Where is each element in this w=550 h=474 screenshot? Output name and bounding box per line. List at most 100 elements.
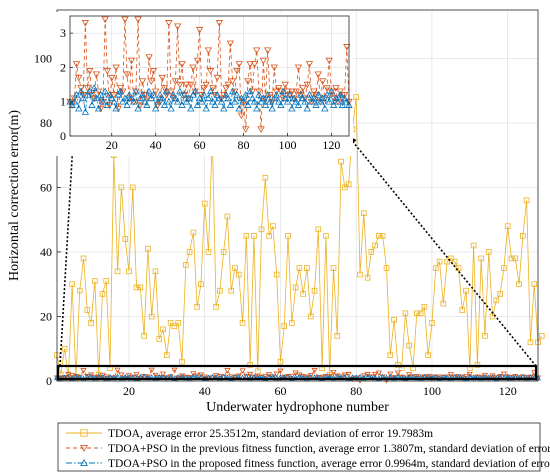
data-point [448, 255, 454, 262]
inset-data-point [83, 91, 92, 98]
data-point [300, 291, 306, 297]
inset-data-point [310, 88, 318, 96]
inset-data-point [189, 64, 197, 72]
inset-data-point [275, 85, 283, 92]
inset-data-point [134, 16, 142, 24]
inset-frame [69, 15, 350, 137]
data-point [239, 368, 246, 374]
inset-data-point [189, 91, 197, 98]
inset-data-point [158, 74, 166, 82]
data-point [414, 310, 420, 317]
data-point [133, 372, 140, 378]
data-point [459, 307, 466, 313]
inset-data-point [143, 95, 151, 103]
data-point [262, 373, 269, 380]
data-point [531, 281, 538, 288]
inset-data-point [101, 87, 109, 95]
inset-data-point [303, 81, 311, 89]
data-point [417, 310, 424, 317]
data-point [342, 184, 348, 191]
inset-data-point [209, 97, 217, 105]
inset-data-point [200, 91, 208, 98]
inset-data-point [127, 94, 136, 102]
data-point [254, 373, 261, 380]
data-point [224, 368, 231, 374]
inset-data-point [103, 101, 112, 108]
inset-data-point [244, 78, 252, 85]
inset-data-point [123, 71, 131, 79]
data-point [288, 373, 295, 380]
inset-data-point [299, 94, 307, 102]
data-point [523, 197, 530, 204]
inset-data-point [257, 126, 265, 133]
data-point [103, 278, 110, 284]
data-point [489, 373, 496, 380]
inset-data-point [294, 64, 303, 72]
data-point [84, 307, 91, 313]
legend-swatch-marker [80, 445, 88, 453]
inset-data-point [231, 88, 239, 96]
inset-data-point [266, 92, 274, 99]
inset-data-point [114, 91, 123, 98]
inset-data-point [156, 91, 164, 98]
inset-data-point [220, 92, 228, 99]
data-point [114, 268, 121, 275]
inset-data-point [143, 101, 151, 108]
inset-data-point [110, 92, 118, 99]
legend-label: TDOA+PSO in the proposed fitness functio… [108, 458, 550, 470]
inset-data-point [72, 61, 81, 68]
data-point [493, 297, 500, 304]
data-point [504, 223, 511, 229]
data-point [341, 372, 348, 379]
data-point [360, 210, 367, 217]
data-point [436, 374, 443, 381]
inset-data-point [147, 78, 155, 85]
inset-data-point [105, 102, 114, 109]
data-point [80, 368, 87, 374]
data-point [251, 233, 257, 239]
data-point [228, 287, 235, 294]
inset-data-point [86, 87, 94, 95]
inset-data-point [272, 91, 281, 98]
data-point [277, 358, 284, 365]
inset-data-point [138, 78, 147, 85]
x-tick-label: 80 [350, 384, 362, 398]
data-point [311, 368, 318, 374]
inset-data-point [237, 94, 246, 102]
inset-data-point [132, 87, 140, 95]
data-point [133, 284, 140, 291]
x-tick-label: 120 [499, 384, 517, 398]
inset-data-point [151, 88, 160, 96]
zoom-arrow-right [348, 136, 537, 367]
inset-data-point [103, 68, 112, 75]
inset-data-point [202, 104, 210, 112]
data-point [243, 233, 250, 239]
data-point [315, 226, 322, 233]
data-point [145, 245, 151, 252]
data-point [527, 339, 534, 346]
inset-data-point [292, 88, 300, 96]
inset-data-point [173, 23, 182, 31]
data-point [334, 333, 341, 339]
inset-data-point [332, 94, 340, 102]
inset-data-point [72, 91, 81, 98]
data-point [258, 226, 265, 233]
inset-data-point [235, 61, 243, 68]
inset-data-point [264, 47, 272, 55]
inset-data-point [167, 88, 175, 96]
inset-data-point [195, 26, 204, 34]
inset-data-point [301, 97, 309, 105]
inset-data-point [340, 94, 349, 102]
data-point [520, 233, 526, 239]
data-point [190, 229, 197, 236]
inset-data-point [121, 94, 129, 102]
inset-data-point [336, 88, 344, 96]
inset-data-point [253, 104, 261, 112]
inset-data-point [97, 105, 105, 113]
inset-data-point [169, 91, 177, 98]
data-point [205, 249, 212, 255]
inset-data-point [101, 16, 109, 24]
data-point [421, 375, 428, 381]
data-point [466, 371, 473, 378]
data-point [500, 371, 507, 378]
